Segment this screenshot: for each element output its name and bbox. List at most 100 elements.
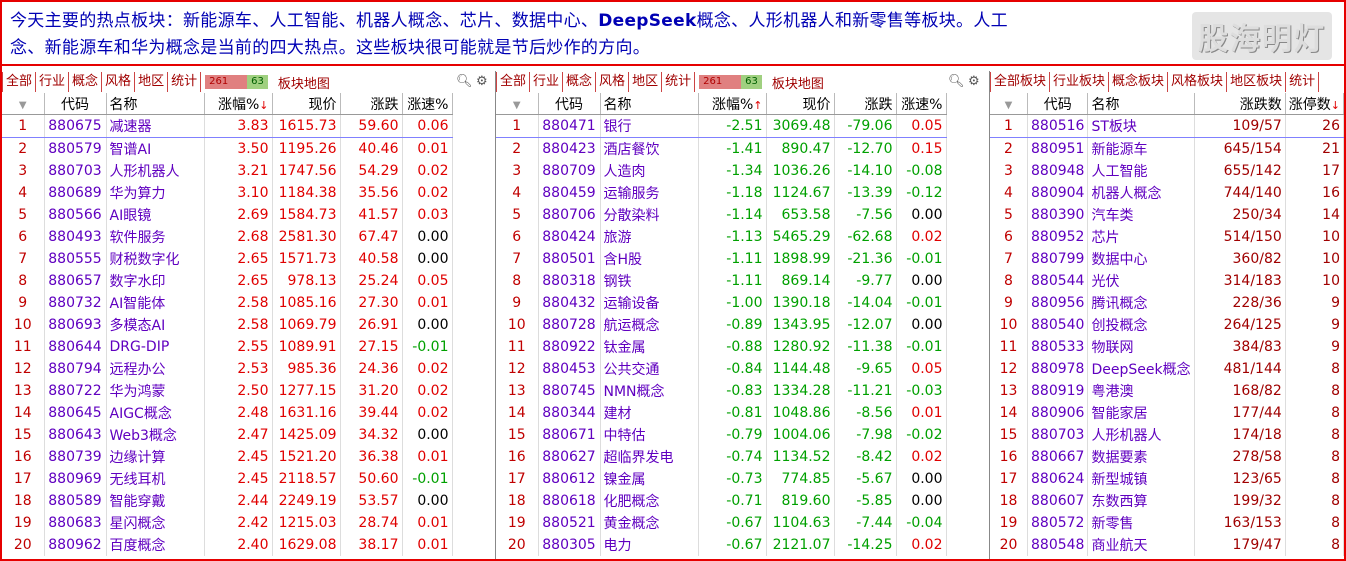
- panel3-tab-concept[interactable]: 概念板块: [1109, 72, 1169, 92]
- panel2-tab-concept[interactable]: 概念: [563, 72, 597, 92]
- table-row[interactable]: 18 880618 化肥概念 -0.71 819.60 -5.85 0.00: [496, 490, 947, 512]
- table-row[interactable]: 3 880703 人形机器人 3.21 1747.56 54.29 0.02: [2, 160, 453, 182]
- panel1-tab-region[interactable]: 地区: [135, 72, 169, 92]
- table-row[interactable]: 6 880952 芯片 514/150 10: [990, 226, 1344, 248]
- panel3-tab-region[interactable]: 地区板块: [1227, 72, 1287, 92]
- header-change[interactable]: 涨跌: [834, 93, 897, 115]
- header-speed[interactable]: 涨速%: [896, 93, 947, 115]
- table-row[interactable]: 8 880657 数字水印 2.65 978.13 25.24 0.05: [2, 270, 453, 292]
- header-change-pct[interactable]: 涨幅%↑: [698, 93, 767, 115]
- header-change[interactable]: 涨跌: [340, 93, 403, 115]
- table-row[interactable]: 4 880689 华为算力 3.10 1184.38 35.56 0.02: [2, 182, 453, 204]
- panel3-tab-stats[interactable]: 统计: [1286, 72, 1320, 92]
- panel2-tab-region[interactable]: 地区: [629, 72, 663, 92]
- header-name[interactable]: 名称: [1087, 93, 1195, 115]
- search-icon[interactable]: 🔍︎: [948, 74, 965, 89]
- header-price[interactable]: 现价: [272, 93, 341, 115]
- table-row[interactable]: 20 880305 电力 -0.67 2121.07 -14.25 0.02: [496, 534, 947, 556]
- table-row[interactable]: 11 880644 DRG-DIP 2.55 1089.91 27.15 -0.01: [2, 336, 453, 358]
- table-row[interactable]: 18 880589 智能穿戴 2.44 2249.19 53.57 0.00: [2, 490, 453, 512]
- header-limit-up[interactable]: 涨停数↓: [1285, 93, 1344, 115]
- table-row[interactable]: 17 880612 镍金属 -0.73 774.85 -5.67 0.00: [496, 468, 947, 490]
- header-name[interactable]: 名称: [106, 93, 205, 115]
- table-row[interactable]: 11 880922 钛金属 -0.88 1280.92 -11.38 -0.01: [496, 336, 947, 358]
- panel2-tab-industry[interactable]: 行业: [530, 72, 564, 92]
- table-row[interactable]: 12 880794 远程办公 2.53 985.36 24.36 0.02: [2, 358, 453, 380]
- header-code[interactable]: 代码: [538, 93, 601, 115]
- panel3-tab-style[interactable]: 风格板块: [1168, 72, 1228, 92]
- panel2-sector-map-link[interactable]: 板块地图: [771, 76, 824, 92]
- table-row[interactable]: 19 880683 星闪概念 2.42 1215.03 28.74 0.01: [2, 512, 453, 534]
- table-row[interactable]: 10 880540 创投概念 264/125 9: [990, 314, 1344, 336]
- table-row[interactable]: 2 880579 智谱AI 3.50 1195.26 40.46 0.01: [2, 137, 453, 160]
- table-row[interactable]: 12 880978 DeepSeek概念 481/144 8: [990, 358, 1344, 380]
- table-row[interactable]: 9 880956 腾讯概念 228/36 9: [990, 292, 1344, 314]
- table-row[interactable]: 2 880423 酒店餐饮 -1.41 890.47 -12.70 0.15: [496, 137, 947, 160]
- sort-caret-icon[interactable]: ▼: [2, 93, 45, 115]
- panel3-tab-industry[interactable]: 行业板块: [1050, 72, 1110, 92]
- panel3-tab-all[interactable]: 全部板块: [990, 72, 1051, 92]
- header-price[interactable]: 现价: [766, 93, 835, 115]
- table-row[interactable]: 19 880521 黄金概念 -0.67 1104.63 -7.44 -0.04: [496, 512, 947, 534]
- gear-icon[interactable]: ⚙︎: [968, 74, 980, 89]
- table-row[interactable]: 16 880627 超临界发电 -0.74 1134.52 -8.42 0.02: [496, 446, 947, 468]
- table-row[interactable]: 6 880424 旅游 -1.13 5465.29 -62.68 0.02: [496, 226, 947, 248]
- header-code[interactable]: 代码: [1027, 93, 1089, 115]
- table-row[interactable]: 20 880962 百度概念 2.40 1629.08 38.17 0.01: [2, 534, 453, 556]
- table-row[interactable]: 4 880904 机器人概念 744/140 16: [990, 182, 1344, 204]
- header-advance-decline[interactable]: 涨跌数: [1194, 93, 1286, 115]
- panel1-tab-industry[interactable]: 行业: [36, 72, 70, 92]
- table-row[interactable]: 17 880624 新型城镇 123/65 8: [990, 468, 1344, 490]
- table-row[interactable]: 10 880693 多模态AI 2.58 1069.79 26.91 0.00: [2, 314, 453, 336]
- table-row[interactable]: 12 880453 公共交通 -0.84 1144.48 -9.65 0.05: [496, 358, 947, 380]
- table-row[interactable]: 3 880709 人造肉 -1.34 1036.26 -14.10 -0.08: [496, 160, 947, 182]
- panel1-sector-map-link[interactable]: 板块地图: [277, 76, 330, 92]
- sort-caret-icon[interactable]: ▼: [990, 93, 1029, 115]
- table-row[interactable]: 11 880533 物联网 384/83 9: [990, 336, 1344, 358]
- table-row[interactable]: 13 880745 NMN概念 -0.83 1334.28 -11.21 -0.03: [496, 380, 947, 402]
- search-icon[interactable]: 🔍︎: [456, 74, 473, 89]
- table-row[interactable]: 20 880548 商业航天 179/47 8: [990, 534, 1344, 556]
- sort-caret-icon[interactable]: ▼: [496, 93, 539, 115]
- table-row[interactable]: 4 880459 运输服务 -1.18 1124.67 -13.39 -0.12: [496, 182, 947, 204]
- table-row[interactable]: 14 880906 智能家居 177/44 8: [990, 402, 1344, 424]
- panel2-tab-stats[interactable]: 统计: [662, 72, 696, 92]
- table-row[interactable]: 7 880555 财税数字化 2.65 1571.73 40.58 0.00: [2, 248, 453, 270]
- header-code[interactable]: 代码: [44, 93, 107, 115]
- table-row[interactable]: 3 880948 人工智能 655/142 17: [990, 160, 1344, 182]
- panel2-tab-style[interactable]: 风格: [596, 72, 630, 92]
- table-row[interactable]: 14 880645 AIGC概念 2.48 1631.16 39.44 0.02: [2, 402, 453, 424]
- table-row[interactable]: 19 880572 新零售 163/153 8: [990, 512, 1344, 534]
- table-row[interactable]: 17 880969 无线耳机 2.45 2118.57 50.60 -0.01: [2, 468, 453, 490]
- table-row[interactable]: 6 880493 软件服务 2.68 2581.30 67.47 0.00: [2, 226, 453, 248]
- table-row[interactable]: 9 880432 运输设备 -1.00 1390.18 -14.04 -0.01: [496, 292, 947, 314]
- table-row[interactable]: 14 880344 建材 -0.81 1048.86 -8.56 0.01: [496, 402, 947, 424]
- header-change-pct[interactable]: 涨幅%↓: [204, 93, 273, 115]
- table-row[interactable]: 8 880318 钢铁 -1.11 869.14 -9.77 0.00: [496, 270, 947, 292]
- panel1-tab-all[interactable]: 全部: [2, 72, 37, 92]
- table-row[interactable]: 18 880607 东数西算 199/32 8: [990, 490, 1344, 512]
- table-row[interactable]: 15 880703 人形机器人 174/18 8: [990, 424, 1344, 446]
- table-row[interactable]: 7 880501 含H股 -1.11 1898.99 -21.36 -0.01: [496, 248, 947, 270]
- table-row[interactable]: 10 880728 航运概念 -0.89 1343.95 -12.07 0.00: [496, 314, 947, 336]
- table-row[interactable]: 13 880919 粤港澳 168/82 8: [990, 380, 1344, 402]
- panel1-tab-stats[interactable]: 统计: [168, 72, 202, 92]
- table-row[interactable]: 16 880739 边缘计算 2.45 1521.20 36.38 0.01: [2, 446, 453, 468]
- table-row[interactable]: 9 880732 AI智能体 2.58 1085.16 27.30 0.01: [2, 292, 453, 314]
- panel1-tab-concept[interactable]: 概念: [69, 72, 103, 92]
- table-row[interactable]: 15 880671 中特估 -0.79 1004.06 -7.98 -0.02: [496, 424, 947, 446]
- table-row[interactable]: 15 880643 Web3概念 2.47 1425.09 34.32 0.00: [2, 424, 453, 446]
- table-row[interactable]: 8 880544 光伏 314/183 10: [990, 270, 1344, 292]
- header-speed[interactable]: 涨速%: [402, 93, 453, 115]
- table-row[interactable]: 1 880471 银行 -2.51 3069.48 -79.06 0.05: [496, 114, 947, 138]
- gear-icon[interactable]: ⚙︎: [476, 74, 488, 89]
- table-row[interactable]: 5 880390 汽车类 250/34 14: [990, 204, 1344, 226]
- table-row[interactable]: 1 880516 ST板块 109/57 26: [990, 114, 1344, 138]
- panel1-tab-style[interactable]: 风格: [102, 72, 136, 92]
- table-row[interactable]: 5 880706 分散染料 -1.14 653.58 -7.56 0.00: [496, 204, 947, 226]
- table-row[interactable]: 5 880566 AI眼镜 2.69 1584.73 41.57 0.03: [2, 204, 453, 226]
- table-row[interactable]: 1 880675 减速器 3.83 1615.73 59.60 0.06: [2, 114, 453, 138]
- header-name[interactable]: 名称: [600, 93, 699, 115]
- table-row[interactable]: 7 880799 数据中心 360/82 10: [990, 248, 1344, 270]
- table-row[interactable]: 2 880951 新能源车 645/154 21: [990, 137, 1344, 160]
